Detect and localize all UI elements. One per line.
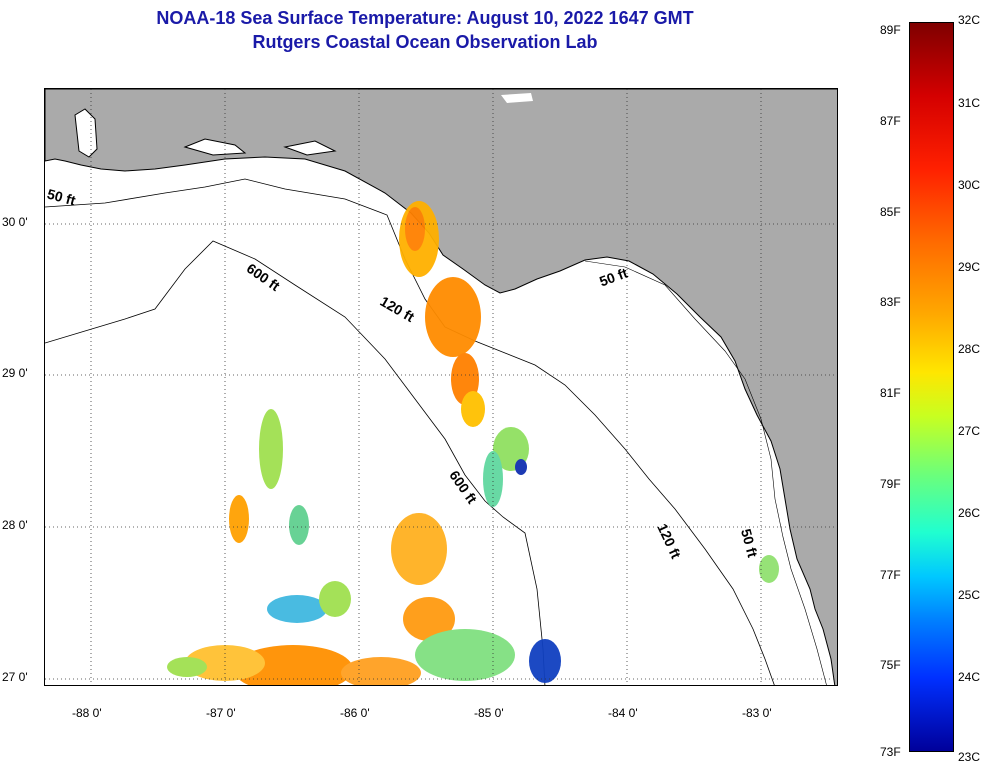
contour-600ft xyxy=(45,240,546,685)
colorbar-c-label: 28C xyxy=(958,342,981,356)
sst-blob xyxy=(289,505,309,545)
sst-blob xyxy=(759,555,779,583)
sst-blob xyxy=(403,597,455,641)
sst-blob xyxy=(415,629,515,681)
lon-label: -86 0' xyxy=(340,706,370,720)
colorbar-f-label: 83F xyxy=(880,295,901,309)
sst-blob xyxy=(185,645,265,681)
sst-blob xyxy=(405,207,425,251)
sst-blob xyxy=(425,277,481,357)
sst-blob xyxy=(319,581,351,617)
temperature-colorbar xyxy=(909,22,954,752)
lon-label: -83 0' xyxy=(742,706,772,720)
sst-blob xyxy=(391,513,447,585)
sst-blob xyxy=(483,451,503,507)
colorbar-f-label: 85F xyxy=(880,205,901,219)
colorbar-f-label: 87F xyxy=(880,114,901,128)
colorbar-c-label: 26C xyxy=(958,506,981,520)
lat-label: 29 0' xyxy=(2,366,28,380)
lon-label: -85 0' xyxy=(474,706,504,720)
contour-120ft xyxy=(45,178,775,685)
land-mass xyxy=(45,89,837,685)
colorbar-f-label: 73F xyxy=(880,745,901,759)
map-canvas xyxy=(45,89,837,685)
colorbar-f-label: 75F xyxy=(880,658,901,672)
colorbar-c-label: 25C xyxy=(958,588,981,602)
colorbar-c-label: 24C xyxy=(958,670,981,684)
colorbar-c-label: 32C xyxy=(958,13,981,27)
lake xyxy=(501,93,533,103)
bay xyxy=(183,138,247,156)
map-title: NOAA-18 Sea Surface Temperature: August … xyxy=(156,8,694,28)
lat-label: 28 0' xyxy=(2,518,28,532)
colorbar-f-label: 89F xyxy=(880,23,901,37)
contour-50ft xyxy=(584,260,827,685)
graticule xyxy=(45,89,837,685)
lon-label: -88 0' xyxy=(72,706,102,720)
sst-blob xyxy=(167,657,207,677)
lat-label: 27 0' xyxy=(2,670,28,684)
lon-label: -84 0' xyxy=(608,706,638,720)
bay xyxy=(283,140,337,156)
colorbar-c-label: 29C xyxy=(958,260,981,274)
colorbar-f-label: 79F xyxy=(880,477,901,491)
colorbar-c-label: 23C xyxy=(958,750,981,764)
sst-blob xyxy=(529,639,561,683)
colorbar-c-label: 31C xyxy=(958,96,981,110)
colorbar-f-label: 77F xyxy=(880,568,901,582)
sst-blob xyxy=(267,595,327,623)
sst-blob xyxy=(341,657,421,685)
sst-blob xyxy=(229,495,249,543)
colorbar-c-label: 27C xyxy=(958,424,981,438)
colorbar-c-label: 30C xyxy=(958,178,981,192)
sst-blob xyxy=(515,459,527,475)
sst-blob xyxy=(461,391,485,427)
lat-label: 30 0' xyxy=(2,215,28,229)
sst-blob xyxy=(259,409,283,489)
sst-blobs xyxy=(167,201,779,685)
lon-label: -87 0' xyxy=(206,706,236,720)
sst-map[interactable]: 50 ft 600 ft 120 ft 50 ft 600 ft 120 ft … xyxy=(44,88,838,686)
colorbar-f-label: 81F xyxy=(880,386,901,400)
sst-blob xyxy=(233,645,353,685)
map-subtitle: Rutgers Coastal Ocean Observation Lab xyxy=(252,32,598,52)
bay xyxy=(74,108,98,158)
